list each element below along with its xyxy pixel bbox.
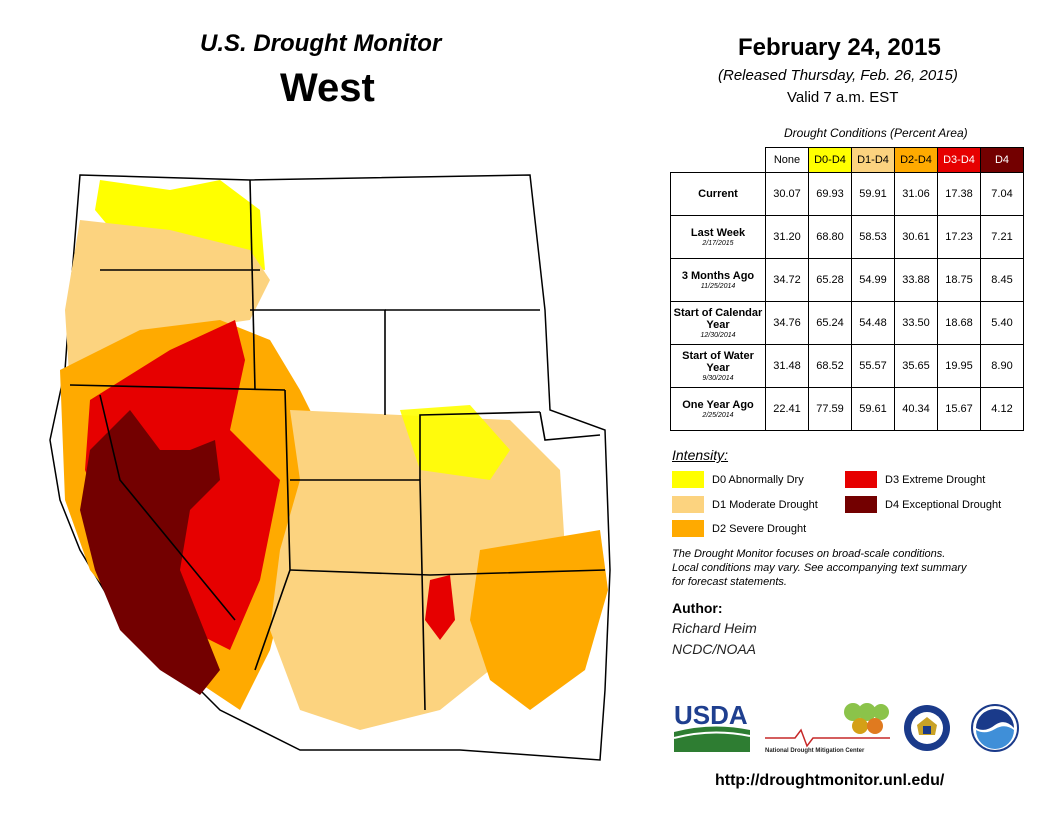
note-line: Local conditions may vary. See accompany…: [672, 562, 967, 574]
table-cell: 18.75: [937, 258, 981, 302]
col-header: D1-D4: [851, 147, 895, 173]
usda-logo: USDA: [673, 700, 751, 752]
release-date: (Released Thursday, Feb. 26, 2015): [718, 67, 958, 84]
col-header: None: [765, 147, 809, 173]
table-cell: 68.80: [808, 215, 852, 259]
table-row: Last Week 2/17/2015 31.20 68.80 58.53 30.…: [670, 215, 1024, 259]
table-cell: 8.90: [980, 344, 1024, 388]
legend-label-d4: D4 Exceptional Drought: [885, 499, 1002, 511]
row-label: One Year Ago 2/25/2014: [670, 387, 766, 431]
table-cell: 59.91: [851, 172, 895, 216]
col-header: D3-D4: [937, 147, 981, 173]
table-cell: 31.06: [894, 172, 938, 216]
row-label: 3 Months Ago 11/25/2014: [670, 258, 766, 302]
legend-label-d1: D1 Moderate Drought: [712, 499, 818, 511]
d4-area-california: [80, 410, 220, 695]
legend-swatch-d3: [845, 471, 877, 488]
author-name: Richard Heim: [672, 620, 757, 636]
table-cell: 68.52: [808, 344, 852, 388]
table-cell: 7.21: [980, 215, 1024, 259]
d2-area-southeast: [470, 530, 608, 710]
table-row: One Year Ago 2/25/2014 22.41 77.59 59.61 …: [670, 387, 1024, 431]
legend-label-d2: D2 Severe Drought: [712, 523, 807, 535]
table-cell: 17.38: [937, 172, 981, 216]
drought-map: [49, 174, 611, 761]
col-header: D4: [980, 147, 1024, 173]
note-line: The Drought Monitor focuses on broad-sca…: [672, 548, 946, 560]
legend-label-d3: D3 Extreme Drought: [885, 474, 986, 486]
table-cell: 54.99: [851, 258, 895, 302]
table-cell: 77.59: [808, 387, 852, 431]
table-cell: 33.50: [894, 301, 938, 345]
legend-swatch-d1: [672, 496, 704, 513]
col-header: D2-D4: [894, 147, 938, 173]
row-label: Start of Water Year 9/30/2014: [670, 344, 766, 388]
table-cell: 65.24: [808, 301, 852, 345]
table-cell: 31.20: [765, 215, 809, 259]
table-caption: Drought Conditions (Percent Area): [784, 126, 968, 140]
table-cell: 4.12: [980, 387, 1024, 431]
legend-swatch-d0: [672, 471, 704, 488]
table-cell: 8.45: [980, 258, 1024, 302]
valid-time: Valid 7 a.m. EST: [787, 89, 899, 106]
table-cell: 7.04: [980, 172, 1024, 216]
table-cell: 30.07: [765, 172, 809, 216]
table-cell: 19.95: [937, 344, 981, 388]
table-cell: 35.65: [894, 344, 938, 388]
region-title: West: [280, 66, 375, 110]
table-cell: 65.28: [808, 258, 852, 302]
d0-area-colorado: [400, 405, 510, 480]
disclaimer-note: The Drought Monitor focuses on broad-sca…: [672, 547, 1032, 589]
table-row: Current 30.07 69.93 59.91 31.06 17.38 7.…: [670, 172, 1024, 216]
table-cell: 33.88: [894, 258, 938, 302]
table-cell: 31.48: [765, 344, 809, 388]
legend-swatch-d4: [845, 496, 877, 513]
table-cell: 17.23: [937, 215, 981, 259]
row-label: Current: [670, 172, 766, 216]
source-url[interactable]: http://droughtmonitor.unl.edu/: [715, 772, 945, 789]
d3-area-new-mexico: [425, 575, 455, 640]
legend-swatch-d2: [672, 520, 704, 537]
author-heading: Author:: [672, 600, 723, 616]
table-cell: 55.57: [851, 344, 895, 388]
table-cell: 5.40: [980, 301, 1024, 345]
table-cell: 30.61: [894, 215, 938, 259]
table-cell: 34.76: [765, 301, 809, 345]
usda-logo-text: USDA: [674, 700, 748, 730]
table-cell: 69.93: [808, 172, 852, 216]
table-cell: 54.48: [851, 301, 895, 345]
table-cell: 40.34: [894, 387, 938, 431]
table-cell: 22.41: [765, 387, 809, 431]
table-cell: 18.68: [937, 301, 981, 345]
table-row: Start of Calendar Year 12/30/2014 34.76 6…: [670, 301, 1024, 345]
legend-title: Intensity:: [672, 447, 729, 463]
table-row: 3 Months Ago 11/25/2014 34.72 65.28 54.99…: [670, 258, 1024, 302]
ndmc-logo-text: National Drought Mitigation Center: [765, 748, 865, 754]
table-cell: 59.61: [851, 387, 895, 431]
table-row: Start of Water Year 9/30/2014 31.48 68.52…: [670, 344, 1024, 388]
author-org: NCDC/NOAA: [672, 641, 757, 657]
row-label: Last Week 2/17/2015: [670, 215, 766, 259]
table-corner: [671, 148, 766, 173]
map-date: February 24, 2015: [738, 34, 941, 61]
d1-area-oregon: [65, 220, 270, 390]
noaa-seal: [971, 704, 1019, 752]
row-label: Start of Calendar Year 12/30/2014: [670, 301, 766, 345]
table-header-row: None D0-D4 D1-D4 D2-D4 D3-D4 D4: [671, 147, 1024, 173]
table-cell: 58.53: [851, 215, 895, 259]
table-cell: 34.72: [765, 258, 809, 302]
drought-stats-table: None D0-D4 D1-D4 D2-D4 D3-D4 D4 Current …: [670, 147, 1024, 431]
ndmc-logo: National Drought Mitigation Center: [765, 703, 890, 754]
commerce-seal: [904, 705, 950, 751]
legend-label-d0: D0 Abnormally Dry: [712, 474, 804, 486]
table-cell: 15.67: [937, 387, 981, 431]
note-line: for forecast statements.: [672, 576, 787, 588]
monitor-title: U.S. Drought Monitor: [200, 30, 442, 57]
state-boundaries: [69, 179, 606, 711]
col-header: D0-D4: [808, 147, 852, 173]
